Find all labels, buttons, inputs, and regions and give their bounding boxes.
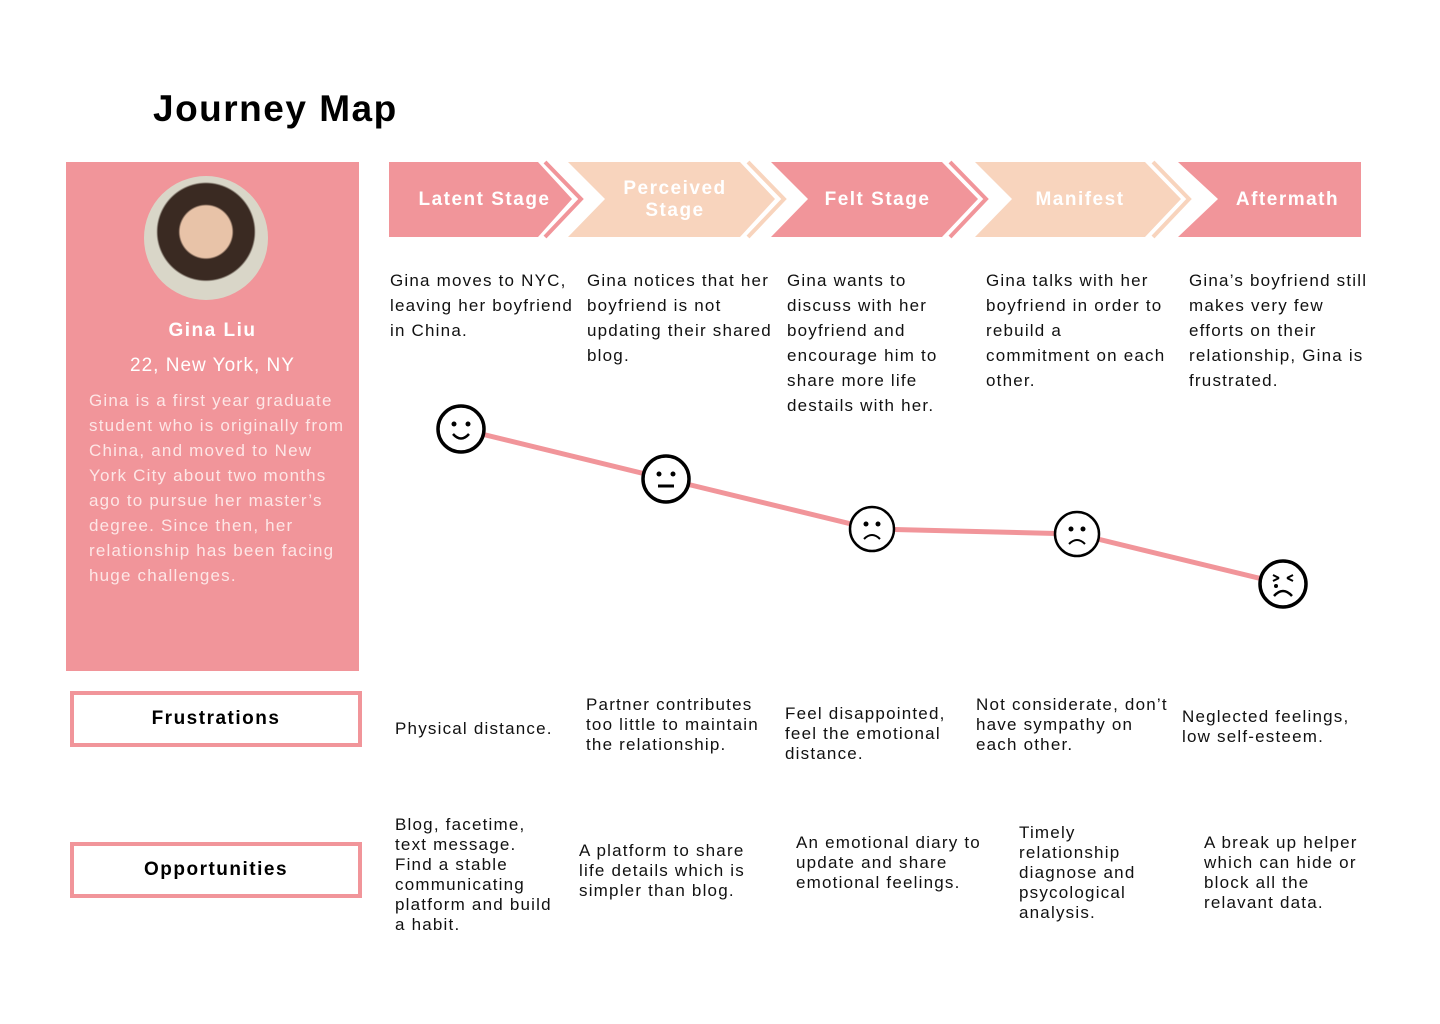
stage-description: Gina wants to discuss with her boyfriend… [787, 271, 938, 415]
stage-arrow-3 [771, 162, 978, 237]
persona-location: 22, New York, NY [130, 355, 295, 376]
stage-label: Perceived Stage [623, 177, 727, 221]
persona-name: Gina Liu [168, 320, 257, 341]
neutral-face-icon [641, 454, 691, 504]
frustration-item: Physical distance. [395, 719, 553, 738]
frustrations-label: Frustrations [70, 691, 362, 747]
stage-description: Gina’s boyfriend still makes very few ef… [1189, 271, 1368, 390]
stage-label: Aftermath [1235, 188, 1340, 210]
frustration-item: Partner contributes too little to mainta… [586, 695, 759, 754]
avatar [144, 176, 268, 300]
persona-bio: Gina is a first year graduate student wh… [89, 391, 345, 585]
stage-arrow-4 [975, 162, 1181, 237]
stage-separator-2 [746, 160, 787, 239]
stage-description: Gina notices that her boyfriend is not u… [587, 271, 772, 365]
sad-face-icon [1053, 510, 1101, 558]
stage-separator-1 [543, 160, 584, 239]
frustration-item: Feel disappointed, feel the emotional di… [785, 704, 946, 763]
stage-separator-3 [948, 160, 989, 239]
stage-label: Latent Stage [418, 188, 551, 210]
happy-face-icon [436, 404, 486, 454]
stage-arrow-2 [568, 162, 775, 237]
opportunities-label: Opportunities [70, 842, 362, 898]
stage-arrow-1 [389, 162, 572, 237]
stage-label: Manifest [1035, 188, 1125, 210]
opportunity-item: Timely relationship diagnose and psycolo… [1019, 823, 1136, 922]
sad-face-icon [848, 505, 896, 553]
opportunity-item: Blog, facetime, text message. Find a sta… [395, 815, 552, 934]
frustration-item: Neglected feelings, low self-esteem. [1182, 707, 1350, 746]
stage-arrow-5 [1178, 162, 1361, 237]
frustration-item: Not considerate, don’t have sympathy on … [976, 695, 1168, 754]
crying-face-icon [1258, 559, 1308, 609]
stage-description: Gina moves to NYC, leaving her boyfriend… [390, 271, 574, 340]
page-title: Journey Map [153, 88, 398, 129]
opportunity-item: A platform to share life details which i… [579, 841, 745, 900]
stage-label: Felt Stage [824, 188, 931, 210]
opportunity-item: An emotional diary to update and share e… [796, 833, 981, 892]
stage-separator-4 [1151, 160, 1192, 239]
opportunity-item: A break up helper which can hide or bloc… [1204, 833, 1358, 912]
stage-description: Gina talks with her boyfriend in order t… [986, 271, 1166, 390]
